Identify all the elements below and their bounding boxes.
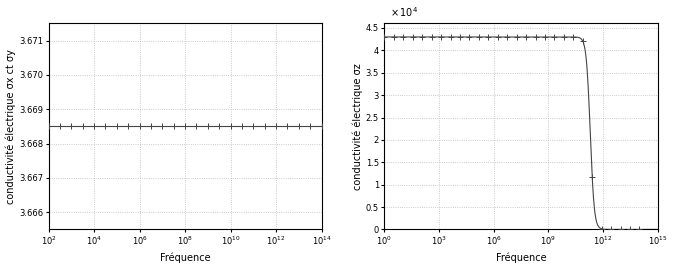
Y-axis label: conductivité électrique σz: conductivité électrique σz [353, 63, 363, 190]
Text: $\times\,10^4$: $\times\,10^4$ [390, 6, 418, 19]
X-axis label: Fréquence: Fréquence [160, 253, 211, 263]
X-axis label: Fréquence: Fréquence [496, 253, 546, 263]
Y-axis label: conductivité électrique σx ct σy: conductivité électrique σx ct σy [5, 49, 16, 204]
